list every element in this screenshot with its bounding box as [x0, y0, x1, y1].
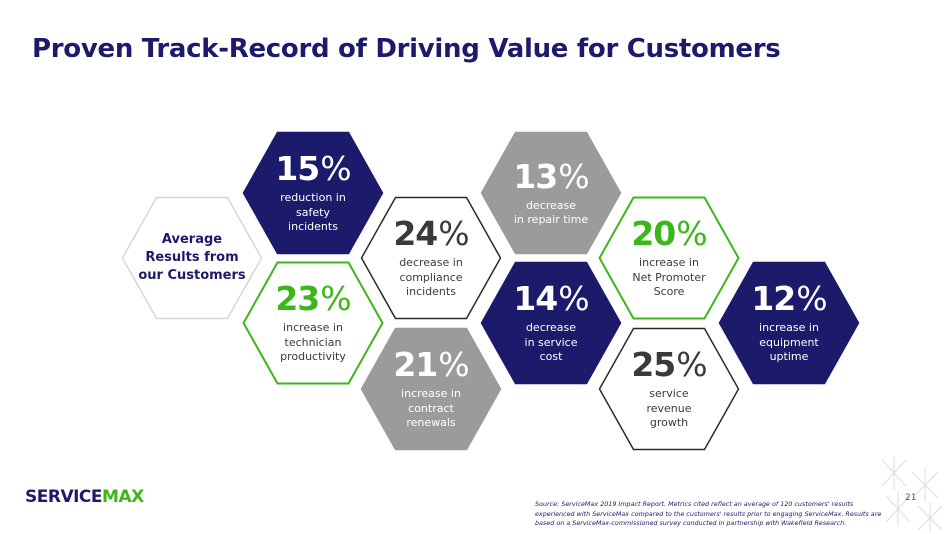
stat-description-line: equipment — [759, 335, 819, 349]
stat-hexagon-technician-productivity: 23% increase in technician productivity — [242, 261, 384, 385]
stat-hexagon-repair-time: 13% decrease in repair time — [480, 131, 622, 255]
stat-value: 21% — [393, 345, 469, 385]
hexagon-shape — [480, 261, 622, 385]
stat-description-line: renewals — [406, 416, 456, 430]
hexagon-shape — [242, 131, 384, 255]
stat-value: 13% — [513, 156, 589, 196]
stat-description-line: safety — [296, 205, 330, 219]
source-footnote: Source: ServiceMax 2019 Impact Report. M… — [535, 500, 905, 529]
stat-description-line: reduction in — [280, 191, 346, 205]
stat-description-line: technician — [284, 335, 342, 349]
stat-hexagon-compliance-incidents: 24% decrease in compliance incidents — [360, 196, 502, 320]
hexagon-shape — [121, 196, 263, 320]
footnote-line: experienced with ServiceMax compared to … — [535, 509, 882, 518]
stat-description-line: incidents — [288, 220, 338, 234]
stat-description-line: increase in — [759, 321, 819, 335]
page-number: 21 — [905, 493, 917, 503]
stat-hexagon-service-revenue-growth: 25% service revenue growth — [598, 327, 740, 451]
intro-label-line: Average — [161, 232, 223, 247]
hexagon-shape — [598, 327, 740, 451]
intro-hexagon: Average Results from our Customers — [121, 196, 263, 320]
stat-value: 15% — [275, 149, 351, 189]
page-title: Proven Track-Record of Driving Value for… — [32, 34, 781, 64]
stat-description-line: increase in — [639, 256, 699, 270]
footnote-line: based on a ServiceMax-commissioned surve… — [535, 519, 847, 528]
stat-value: 14% — [513, 279, 589, 319]
hexagon-shape — [242, 261, 384, 385]
stat-hexagon-safety-incidents: 15% reduction in safety incidents — [242, 131, 384, 255]
stat-description-line: productivity — [280, 350, 346, 364]
stat-description-line: growth — [649, 416, 689, 430]
stat-description-line: increase in — [401, 387, 461, 401]
stat-description-line: cost — [539, 350, 563, 364]
stat-description-line: contract — [408, 401, 454, 415]
stat-hexagon-service-cost: 14% decrease in service cost — [480, 261, 622, 385]
stat-value: 20% — [631, 214, 707, 254]
hexagon-shape — [480, 131, 622, 255]
stat-value: 25% — [631, 345, 707, 385]
stat-description-line: incidents — [406, 285, 456, 299]
stat-value: 23% — [275, 279, 351, 319]
servicemax-logo: SERVICEMAX — [25, 487, 144, 507]
stat-description-line: uptime — [769, 350, 809, 364]
stat-value: 24% — [393, 214, 469, 254]
stat-value: 12% — [751, 279, 827, 319]
stat-description-line: compliance — [399, 270, 463, 284]
intro-label-line: Results from — [145, 250, 239, 265]
stat-description-line: increase in — [283, 321, 343, 335]
stat-hexagon-contract-renewals: 21% increase in contract renewals — [360, 327, 502, 451]
stat-description-line: Score — [653, 285, 685, 299]
hexagon-shape — [718, 261, 860, 385]
hexagon-shape — [598, 196, 740, 320]
stat-description-line: decrease in — [399, 256, 463, 270]
stat-description-line: revenue — [646, 401, 692, 415]
stat-description-line: service — [649, 387, 689, 401]
footnote-line: Source: ServiceMax 2019 Impact Report. M… — [535, 500, 854, 508]
stat-description-line: decrease — [525, 321, 577, 335]
intro-label-line: our Customers — [138, 268, 246, 283]
stat-description-line: in service — [524, 335, 578, 349]
logo-text-service: SERVICE — [25, 487, 103, 507]
logo-text-max: MAX — [102, 487, 144, 507]
stat-hexagon-net-promoter-score: 20% increase in Net Promoter Score — [598, 196, 740, 320]
hexagon-shape — [360, 196, 502, 320]
corner-watermark-icon — [881, 456, 943, 532]
stat-description-line: decrease — [525, 198, 577, 212]
stat-description-line: in repair time — [513, 213, 589, 226]
stat-description-line: Net Promoter — [632, 270, 706, 284]
stat-hexagon-equipment-uptime: 12% increase in equipment uptime — [718, 261, 860, 385]
hexagon-shape — [360, 327, 502, 451]
